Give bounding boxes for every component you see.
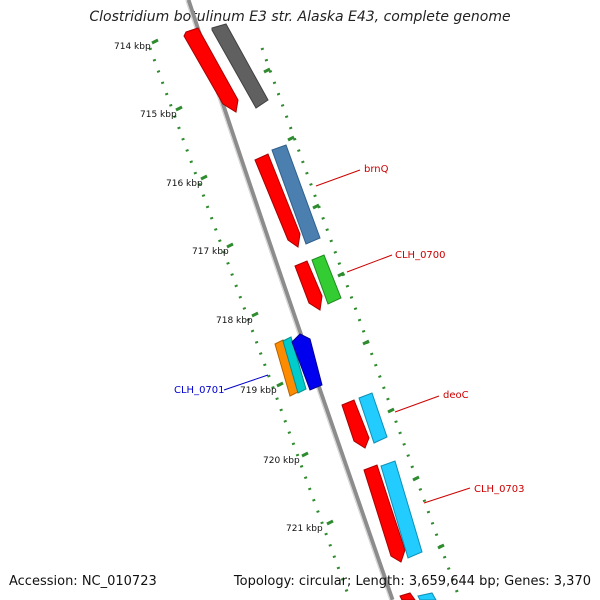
tick-label: 721 kbp — [286, 524, 323, 534]
gene-arrow-skyblue[interactable] — [358, 392, 388, 444]
gene-arrow-blue[interactable] — [291, 333, 323, 391]
gene-arrow-red[interactable] — [183, 27, 239, 113]
gene-label-clh-0701[interactable]: CLH_0701 — [174, 385, 225, 396]
gene-label-clh-0700[interactable]: CLH_0700 — [395, 250, 446, 261]
tick-label: 720 kbp — [263, 456, 300, 466]
gene-arrow-red[interactable] — [341, 399, 370, 449]
tick-label: 718 kbp — [216, 316, 253, 326]
gene-label-clh-0703[interactable]: CLH_0703 — [474, 484, 525, 495]
gene-arrow-red[interactable] — [254, 153, 301, 248]
gene-arrow-skyblue[interactable] — [380, 460, 423, 559]
tick-label: 717 kbp — [192, 247, 229, 257]
accession-text: Accession: NC_010723 — [9, 574, 157, 589]
topology-summary: Topology: circular; Length: 3,659,644 bp… — [233, 574, 591, 589]
gene-label-leaders — [223, 169, 471, 504]
tick-label: 714 kbp — [114, 42, 151, 52]
gene-arrow-green[interactable] — [311, 254, 342, 305]
gene-arrow-steelblue[interactable] — [271, 144, 321, 245]
left-major-ticks — [151, 38, 334, 526]
left-tick-track — [148, 47, 352, 600]
gene-label-brnq[interactable]: brnQ — [364, 164, 389, 175]
tick-label: 716 kbp — [166, 179, 203, 189]
gene-arrow-skyblue[interactable] — [417, 592, 437, 600]
gene-label-deoc[interactable]: deoC — [443, 390, 469, 401]
tick-label: 719 kbp — [240, 386, 277, 396]
right-tick-track — [260, 47, 462, 600]
right-major-ticks — [263, 67, 445, 550]
gene-arrow-gray[interactable] — [211, 23, 269, 109]
gene-arrow-red[interactable] — [399, 592, 416, 600]
gene-arrow-cyan[interactable] — [282, 336, 307, 394]
gene-arrow-red[interactable] — [294, 260, 323, 311]
tick-label: 715 kbp — [140, 110, 177, 120]
gene-arrow-red[interactable] — [363, 464, 406, 563]
